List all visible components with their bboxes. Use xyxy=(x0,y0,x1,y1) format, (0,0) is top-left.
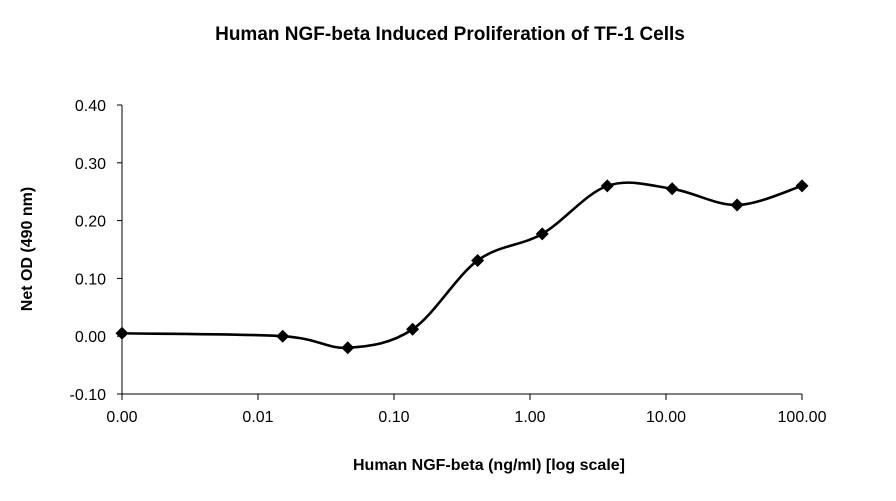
data-point xyxy=(471,253,485,267)
data-point xyxy=(341,341,355,355)
y-tick-label: 0.00 xyxy=(75,329,106,346)
y-tick-label: 0.10 xyxy=(75,271,106,288)
data-point xyxy=(276,329,290,343)
x-tick-label: 0.10 xyxy=(378,409,409,426)
data-point xyxy=(115,326,129,340)
y-axis-label: Net OD (490 nm) xyxy=(19,187,36,311)
x-axis: 0.00 0.01 0.10 1.00 10.00 100.00 xyxy=(106,393,827,426)
y-tick-label: 0.20 xyxy=(75,214,106,231)
data-point xyxy=(795,179,809,193)
chart-title: Human NGF-beta Induced Proliferation of … xyxy=(215,24,685,45)
y-tick-label: -0.10 xyxy=(70,387,107,404)
x-tick-label: 0.00 xyxy=(106,409,137,426)
y-axis: -0.10 0.00 0.10 0.20 0.30 0.40 xyxy=(70,98,123,404)
y-tick-label: 0.30 xyxy=(75,156,106,173)
plot-area xyxy=(115,179,809,355)
x-axis-label: Human NGF-beta (ng/ml) [log scale] xyxy=(353,457,625,474)
x-tick-label: 0.01 xyxy=(242,409,273,426)
x-tick-label: 10.00 xyxy=(646,409,686,426)
series-line xyxy=(121,181,803,350)
data-point xyxy=(730,198,744,212)
x-tick-label: 1.00 xyxy=(514,409,545,426)
x-tick-label: 100.00 xyxy=(778,409,827,426)
data-point xyxy=(406,322,420,336)
data-point xyxy=(600,179,614,193)
data-point xyxy=(665,182,679,196)
y-tick-label: 0.40 xyxy=(75,98,106,115)
data-point xyxy=(535,227,549,241)
